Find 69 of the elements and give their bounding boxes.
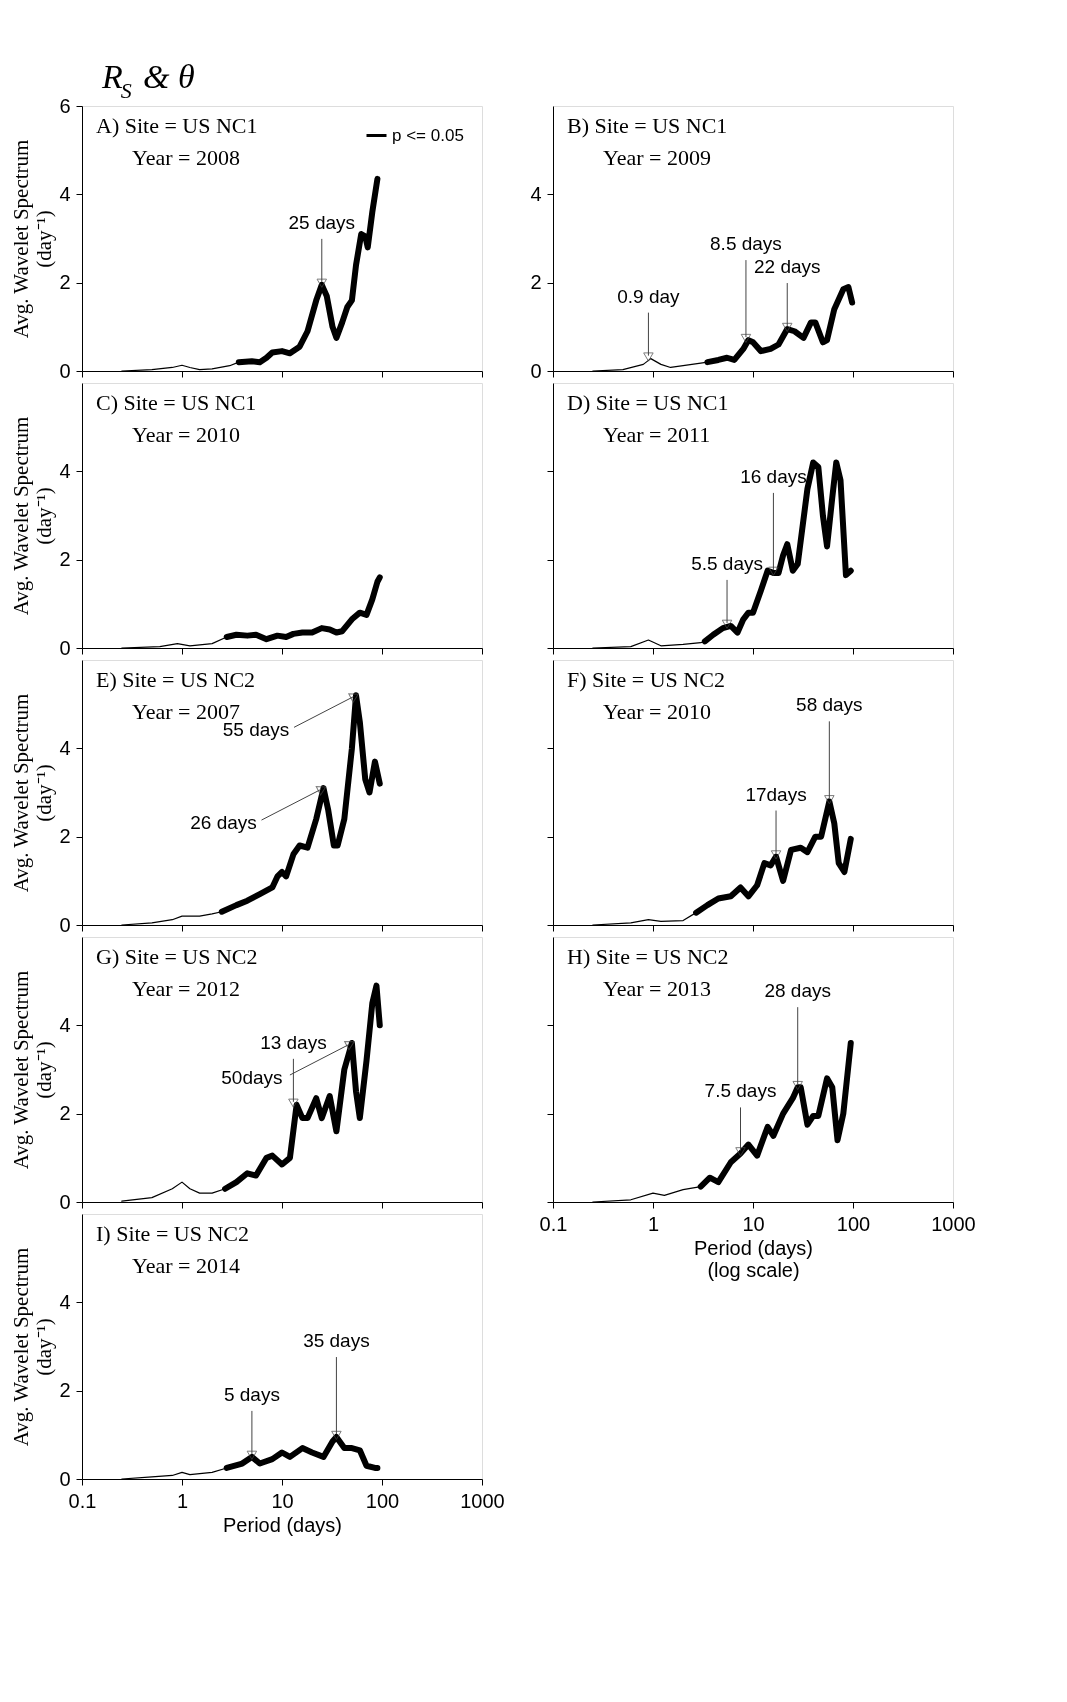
y-tick-label: 2 bbox=[59, 825, 71, 848]
x-tick-label: 1000 bbox=[460, 1489, 505, 1512]
y-tick-label: 2 bbox=[59, 1379, 71, 1402]
annotation: Year = 2010 bbox=[603, 699, 711, 724]
annotation: F) Site = US NC2 bbox=[567, 667, 725, 692]
x-tick-label: 10 bbox=[742, 1212, 765, 1235]
y-tick-label: 4 bbox=[59, 1290, 71, 1313]
annotation: D) Site = US NC1 bbox=[567, 390, 729, 415]
annotation: Year = 2008 bbox=[132, 145, 240, 170]
y-tick-label: 2 bbox=[530, 271, 542, 294]
y-axis-title: Avg. Wavelet Spectrum (day⁻¹) bbox=[9, 139, 57, 339]
annotation: E) Site = US NC2 bbox=[96, 667, 256, 692]
y-tick-label: 6 bbox=[59, 94, 71, 117]
y-tick-label: 4 bbox=[59, 1013, 71, 1036]
y-tick-label: 0 bbox=[59, 359, 71, 382]
annotation: 58 days bbox=[796, 694, 863, 716]
annotation: 17days bbox=[745, 783, 807, 805]
annotation: 25 days bbox=[288, 211, 356, 233]
x-axis-title: Period (days) (log scale) bbox=[694, 1236, 813, 1281]
x-tick-label: 1 bbox=[647, 1212, 660, 1235]
x-tick-label: 1000 bbox=[931, 1212, 976, 1235]
annotation: C) Site = US NC1 bbox=[96, 390, 257, 415]
y-tick-label: 0 bbox=[59, 1190, 71, 1213]
y-tick-label: 0 bbox=[59, 636, 71, 659]
annotation: 50days bbox=[221, 1067, 283, 1088]
y-tick-label: 0 bbox=[59, 1467, 71, 1490]
annotation: 13 days bbox=[260, 1031, 327, 1053]
annotation: 5.5 days bbox=[691, 552, 763, 574]
x-tick-label: 100 bbox=[365, 1489, 400, 1512]
annotation: Year = 2012 bbox=[132, 976, 240, 1001]
y-tick-label: 4 bbox=[530, 182, 542, 205]
x-tick-label: 0.1 bbox=[539, 1212, 568, 1235]
x-tick-label: 100 bbox=[836, 1212, 871, 1235]
y-tick-label: 0 bbox=[530, 359, 542, 382]
x-tick-label: 10 bbox=[271, 1489, 294, 1512]
annotation: Year = 2014 bbox=[132, 1253, 240, 1278]
annotation: 35 days bbox=[303, 1330, 370, 1352]
y-tick-label: 4 bbox=[59, 736, 71, 759]
annotation: B) Site = US NC1 bbox=[567, 113, 728, 138]
annotation: I) Site = US NC2 bbox=[96, 1221, 249, 1246]
annotation: 28 days bbox=[764, 980, 831, 1002]
y-axis-title: Avg. Wavelet Spectrum (day⁻¹) bbox=[9, 416, 57, 616]
y-tick-label: 2 bbox=[59, 271, 71, 294]
y-tick-label: 4 bbox=[59, 182, 71, 205]
y-axis-title: Avg. Wavelet Spectrum (day⁻¹) bbox=[9, 970, 57, 1170]
y-tick-label: 0 bbox=[59, 913, 71, 936]
annotation: 7.5 days bbox=[704, 1080, 777, 1102]
x-tick-label: 0.1 bbox=[68, 1489, 97, 1512]
annotation: Year = 2013 bbox=[603, 976, 711, 1001]
annotation: 8.5 days bbox=[710, 233, 782, 255]
annotation: 0.9 day bbox=[617, 285, 681, 307]
annotation: Year = 2010 bbox=[132, 422, 240, 447]
annotation: Year = 2011 bbox=[603, 422, 711, 447]
annotation: 22 days bbox=[753, 256, 821, 278]
annotation: A) Site = US NC1 bbox=[96, 113, 258, 138]
annotation: 16 days bbox=[740, 465, 807, 487]
annotation: Year = 2009 bbox=[603, 145, 711, 170]
y-tick-label: 2 bbox=[59, 548, 71, 571]
x-tick-label: 1 bbox=[176, 1489, 189, 1512]
legend-label: p <= 0.05 bbox=[392, 125, 464, 145]
annotation: H) Site = US NC2 bbox=[567, 944, 729, 969]
y-axis-title: Avg. Wavelet Spectrum (day⁻¹) bbox=[9, 693, 57, 893]
annotation: 26 days bbox=[190, 812, 257, 834]
y-tick-label: 2 bbox=[59, 1102, 71, 1125]
y-tick-label: 4 bbox=[59, 459, 71, 482]
x-axis-title: Period (days) bbox=[223, 1513, 342, 1536]
annotation: G) Site = US NC2 bbox=[96, 944, 258, 969]
y-axis-title: Avg. Wavelet Spectrum (day⁻¹) bbox=[9, 1247, 57, 1447]
annotation: 5 days bbox=[223, 1383, 280, 1405]
